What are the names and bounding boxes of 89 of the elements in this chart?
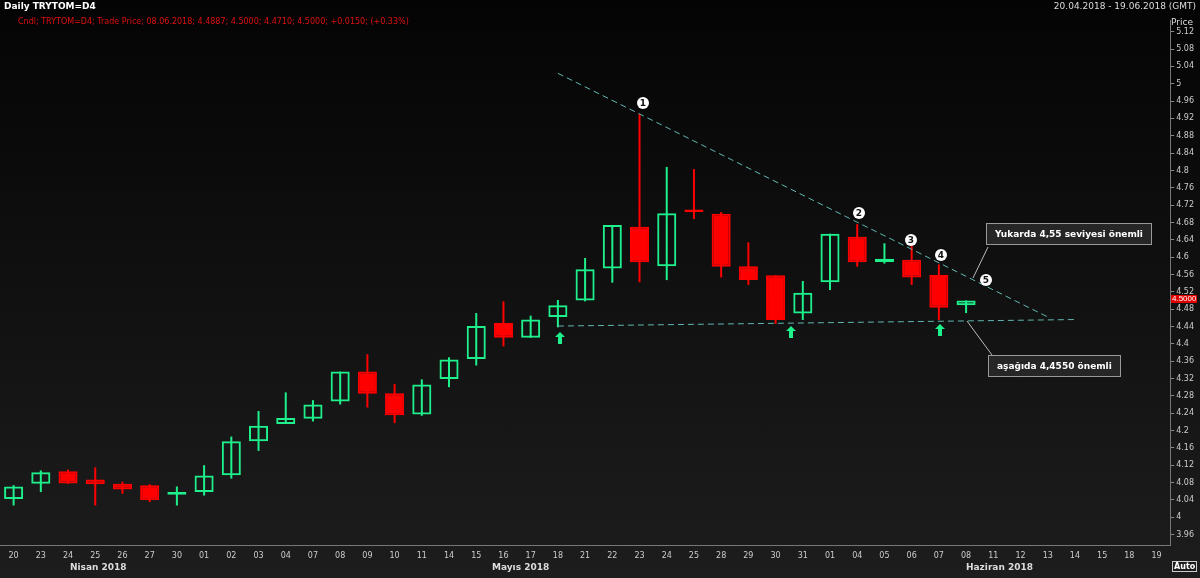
y-tick-label: 4.52 [1176,286,1194,296]
y-tick-label: 5.04 [1176,61,1194,71]
x-tick-label: 15 [471,551,482,561]
y-tick-label: 4.32 [1176,373,1194,383]
x-tick-label: 24 [62,551,74,561]
annotation: 4 [935,249,947,261]
y-tick-label: 4.2 [1176,425,1189,435]
x-tick-label: 27 [144,551,155,561]
x-tick-label: 02 [226,551,237,561]
x-tick-label: 29 [743,551,754,561]
y-tick-label: 5.08 [1176,44,1194,54]
x-tick-label: 10 [389,551,400,561]
x-tick-label: 25 [90,551,101,561]
x-tick-label: 16 [498,551,509,561]
x-tick-label: 30 [171,551,182,561]
y-tick-label: 4.56 [1176,269,1194,279]
x-tick-label: 11 [416,551,427,561]
x-tick-label: 08 [960,551,972,561]
y-tick-label: 4.24 [1176,408,1194,418]
y-tick-label: 4.04 [1176,494,1194,504]
x-tick-label: 14 [443,551,455,561]
x-tick-label: 09 [362,551,373,561]
x-tick-label: 04 [280,551,291,561]
annotation: 5 [980,274,992,286]
y-tick-label: 4.64 [1176,234,1194,244]
x-tick-label: 08 [335,551,346,561]
y-tick-label: 4.88 [1176,130,1194,140]
y-tick-label: 3.96 [1176,529,1194,539]
x-tick-label: 04 [852,551,863,561]
x-tick-label: 07 [307,551,319,561]
x-tick-label: 28 [716,551,727,561]
x-tick-label: 14 [1069,551,1081,561]
x-tick-label: 18 [1124,551,1135,561]
x-tick-label: 12 [1015,551,1026,561]
x-tick-label: 24 [661,551,672,561]
x-tick-label: 21 [580,551,591,561]
chart-title: Daily TRYTOM=D4 [4,1,96,11]
x-tick-label: 23 [35,551,46,561]
y-tick-label: 4.8 [1176,165,1189,175]
annotation: Yukarda 4,55 seviyesi önemli [986,223,1152,245]
x-tick-label: 13 [1042,551,1053,561]
x-tick-label: 18 [552,551,563,561]
x-tick-label: 03 [253,551,264,561]
y-tick-label: 5 [1176,78,1182,88]
x-tick-label: 06 [906,551,917,561]
y-tick-label: 4.08 [1176,477,1194,487]
x-tick-label: 01 [199,551,210,561]
x-tick-label: 15 [1097,551,1108,561]
x-tick-label: 30 [770,551,781,561]
y-axis-title: Price [1171,17,1193,27]
x-tick-label: 05 [879,551,890,561]
x-tick-label: 23 [634,551,645,561]
text: 20.04.2018 - 19.06.2018 (GMT) [1053,1,1196,11]
text: 4.5000 [1171,294,1198,303]
y-tick-label: 4.6 [1176,252,1189,262]
y-tick-label: 4.4 [1176,338,1189,348]
text: Nisan 2018 [70,562,127,572]
x-tick-label: 26 [117,551,128,561]
text: Haziran 2018 [966,562,1034,572]
annotation: aşağıda 4,4550 önemli [988,355,1121,377]
x-tick-label: 11 [988,551,999,561]
y-tick-label: 4.44 [1176,321,1194,331]
x-tick-label: 01 [824,551,836,561]
y-tick-label: 4.36 [1176,356,1194,366]
y-tick-label: 5.12 [1176,26,1194,36]
x-tick-label: 19 [1151,551,1162,561]
annotation: 2 [853,207,865,219]
y-tick-label: 4.68 [1176,217,1194,227]
y-tick-label: 4 [1176,512,1182,522]
annotation: 1 [637,97,649,109]
x-tick-label: 07 [933,551,944,561]
y-tick-label: 4.12 [1176,460,1194,470]
text: Mayıs 2018 [492,562,550,572]
x-tick-label: 20 [8,551,19,561]
x-tick-label: 31 [797,551,808,561]
y-tick-label: 4.84 [1176,148,1194,158]
y-tick-label: 4.92 [1176,113,1194,123]
chart-subtitle: Cndl; TRYTOM=D4; Trade Price; 08.06.2018; 4.4887; 4.5000; 4.4710; 4.5000; +0.0150; (+0.33%) [18,17,409,26]
y-tick-label: 4.16 [1176,442,1194,452]
x-tick-label: 25 [688,551,700,561]
y-tick-label: 4.72 [1176,200,1194,210]
annotation: 3 [905,234,917,246]
x-tick-label: 22 [607,551,618,561]
y-tick-label: 4.48 [1176,304,1194,314]
y-tick-label: 4.28 [1176,390,1194,400]
x-tick-label: 17 [525,551,536,561]
y-tick-label: 4.96 [1176,96,1194,106]
text: Auto [1172,561,1198,572]
y-tick-label: 4.76 [1176,182,1194,192]
